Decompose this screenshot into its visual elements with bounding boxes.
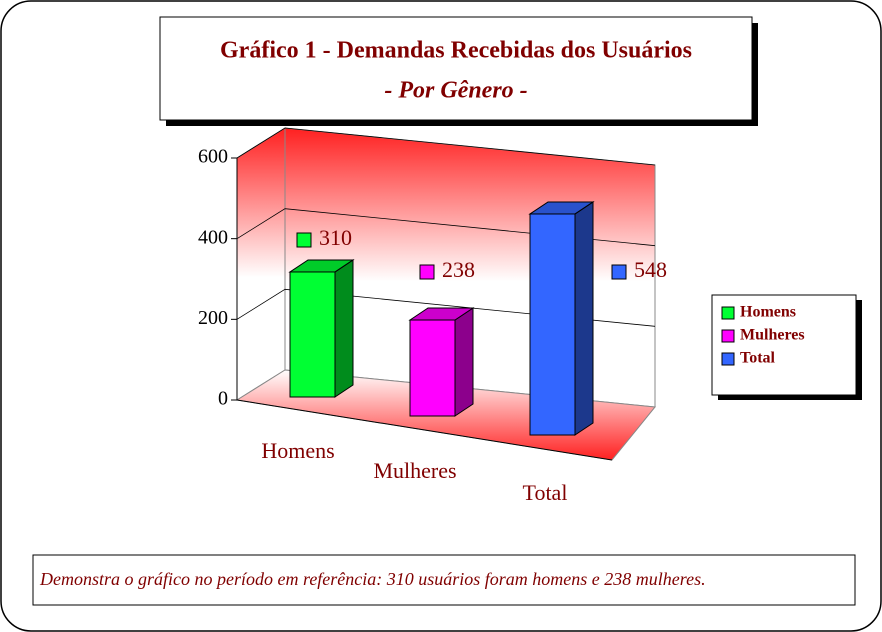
data-label: 238 xyxy=(442,257,475,282)
chart-title: Gráfico 1 - Demandas Recebidas dos Usuár… xyxy=(220,38,692,64)
y-tick-label: 0 xyxy=(218,388,228,410)
bar xyxy=(529,213,576,436)
legend-swatch xyxy=(721,306,735,320)
x-axis xyxy=(236,399,613,461)
data-label-key xyxy=(296,232,312,248)
legend-label: Homens xyxy=(740,304,796,321)
legend-swatch xyxy=(721,329,735,343)
legend-box xyxy=(711,294,857,396)
data-label-key xyxy=(611,264,627,280)
x-tick-label: Mulheres xyxy=(373,458,456,483)
bar-side xyxy=(574,201,594,436)
y-tick-label: 200 xyxy=(198,307,228,329)
legend-swatch xyxy=(721,352,735,366)
side-wall xyxy=(236,127,286,401)
title-box xyxy=(159,16,753,121)
x-tick-label: Total xyxy=(523,480,568,505)
bar xyxy=(409,319,456,417)
annotation: Demonstra o gráfico no período em referê… xyxy=(39,569,706,589)
x-tick-label: Homens xyxy=(261,438,334,463)
legend-label: Total xyxy=(740,350,776,367)
note-box xyxy=(32,554,856,606)
data-label: 310 xyxy=(319,225,352,250)
bar xyxy=(289,271,336,398)
data-label: 548 xyxy=(634,257,667,282)
legend-label: Mulheres xyxy=(740,327,805,344)
y-tick-label: 600 xyxy=(198,146,228,168)
y-tick-label: 400 xyxy=(198,226,228,248)
data-label-key xyxy=(419,264,435,280)
chart-subtitle: - Por Gênero - xyxy=(384,78,527,104)
bar-side xyxy=(334,259,354,398)
bar-side xyxy=(454,307,474,417)
grid-line xyxy=(236,127,656,166)
